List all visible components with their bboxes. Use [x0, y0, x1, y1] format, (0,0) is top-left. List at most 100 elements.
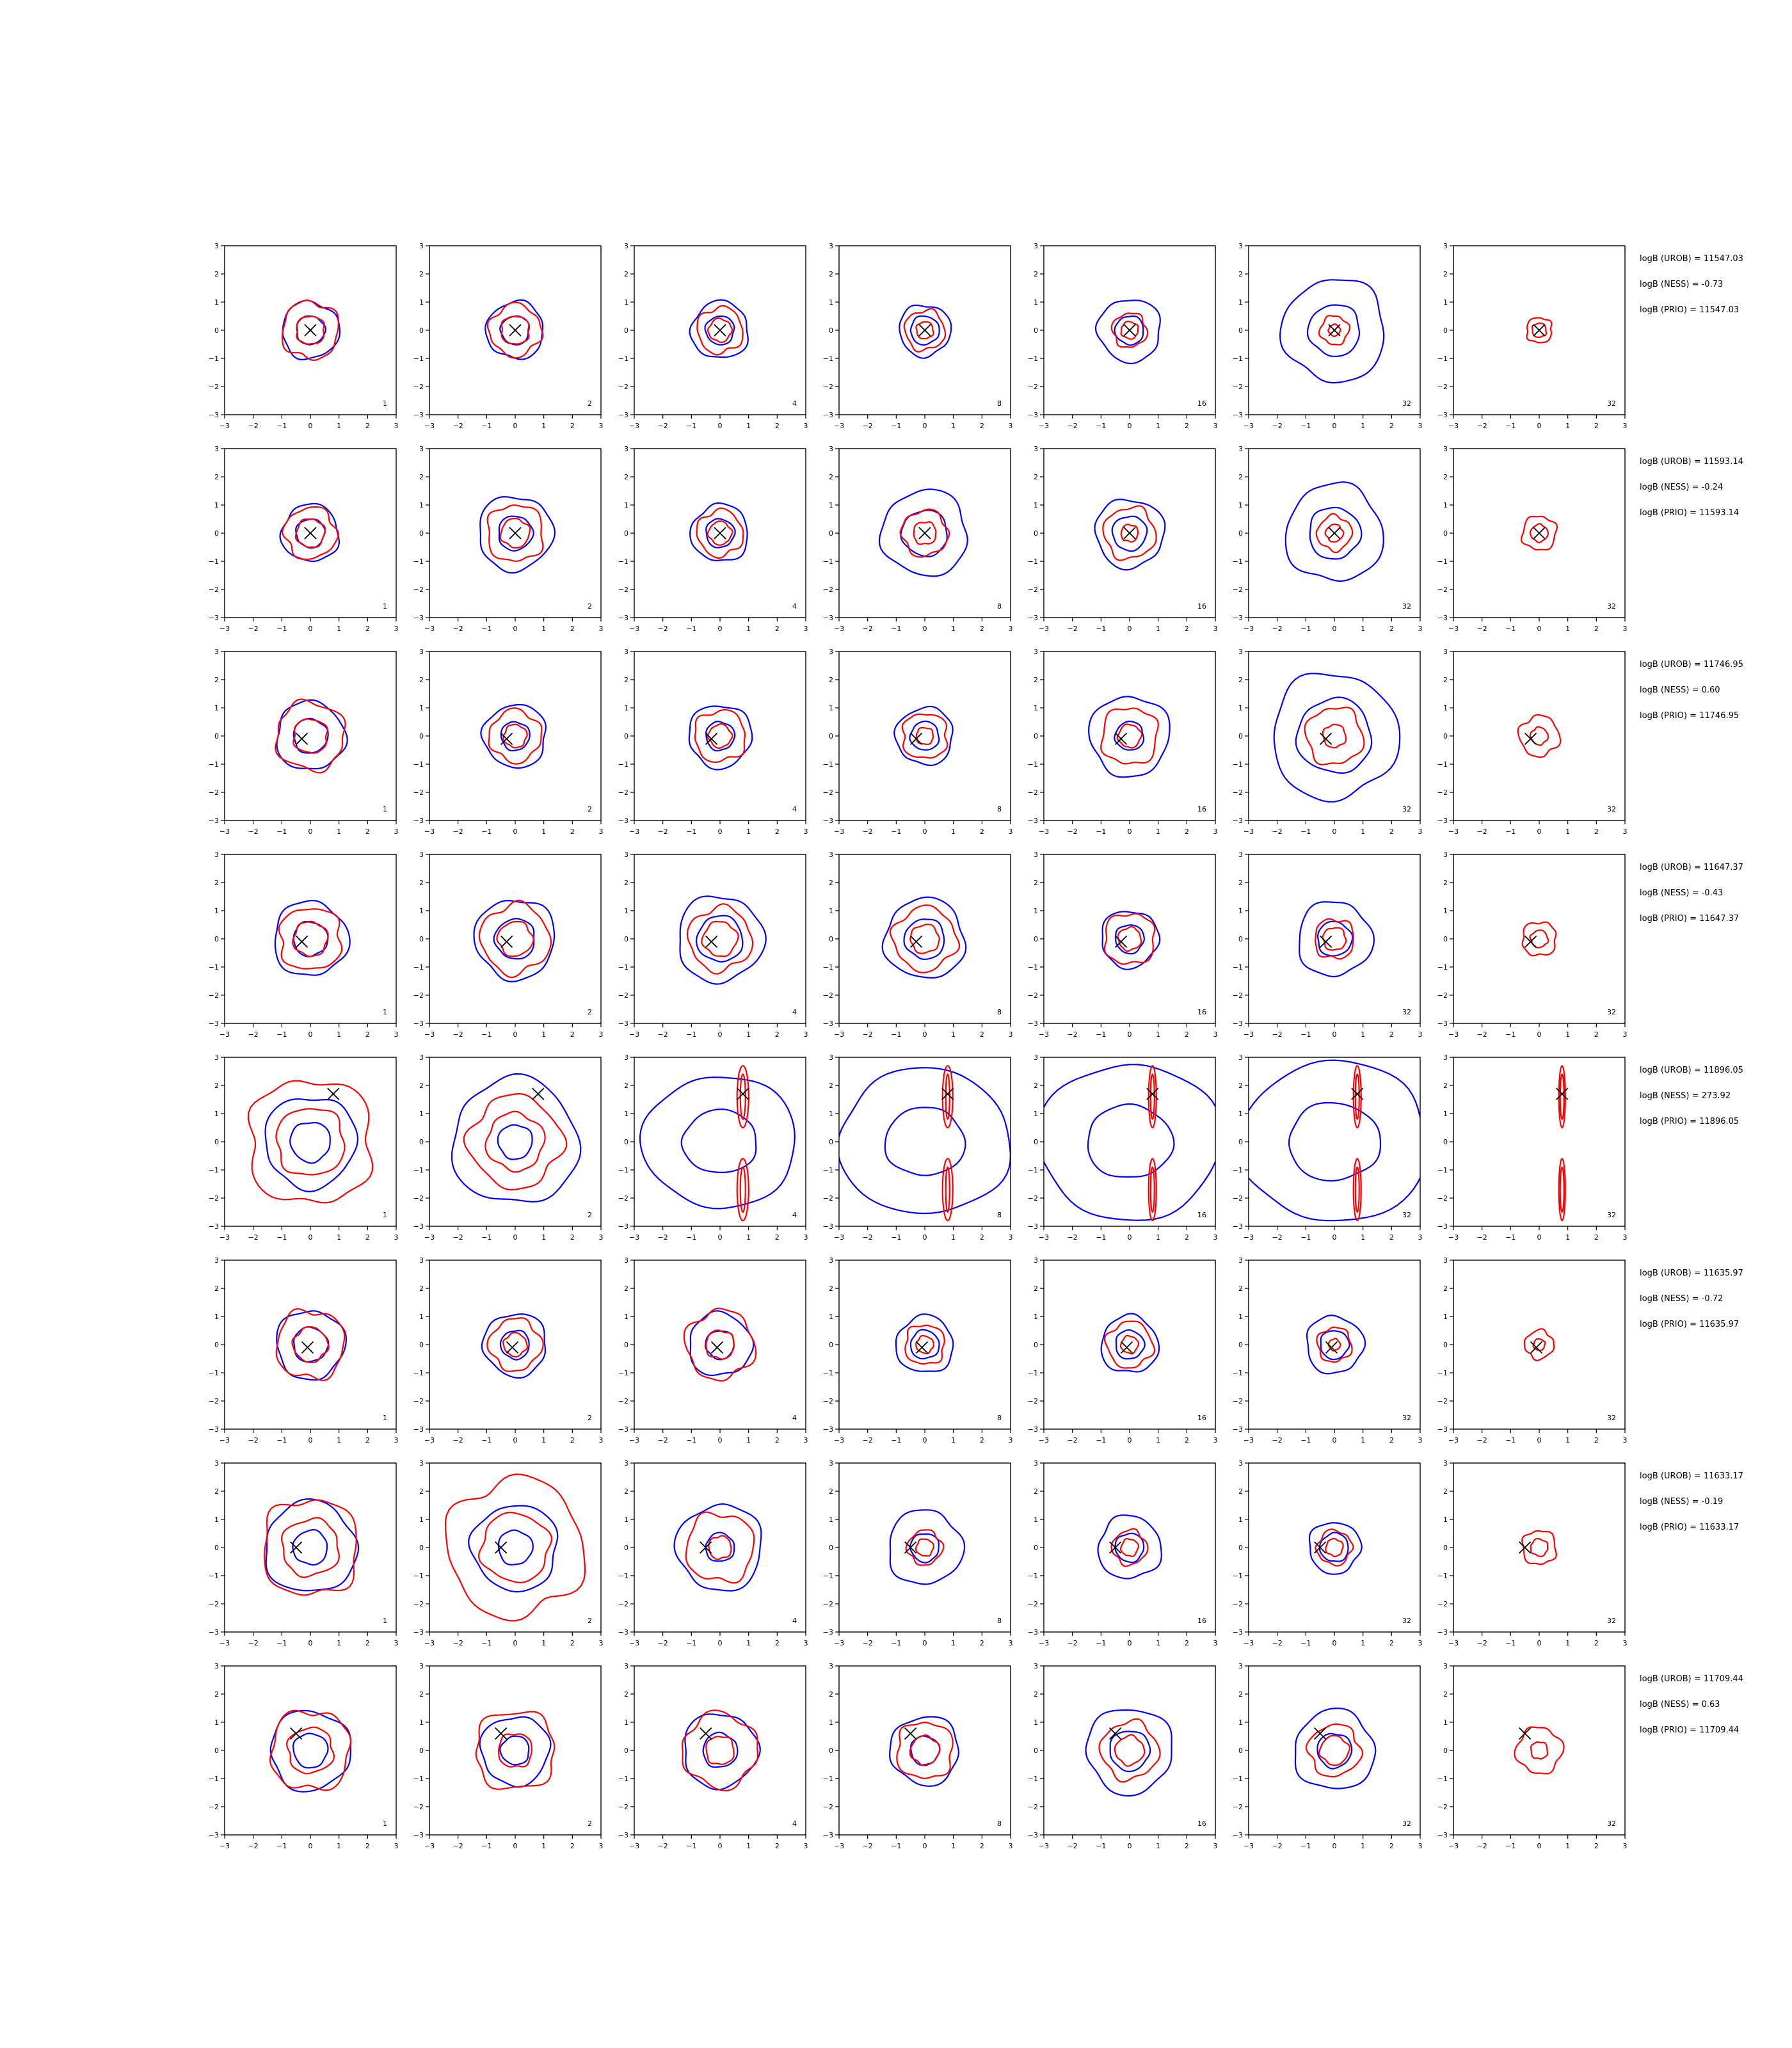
- x-tick-label: 3: [394, 1639, 399, 1647]
- blue-contour: [639, 1076, 796, 1210]
- y-tick-label: 3: [214, 445, 219, 453]
- panel-corner-label: 4: [792, 399, 797, 408]
- panel-r8-c7: −3 −2 −1 0 1 2 3 −3 −2 −1 0 1 2 3 32: [1437, 1662, 1628, 1850]
- x-tick-label: 2: [570, 625, 575, 633]
- y-tick-label: 3: [1034, 648, 1038, 656]
- x-tick-label: 1: [1361, 1436, 1365, 1444]
- y-tick-label: 3: [419, 851, 424, 859]
- x-tick-label: 0: [923, 1639, 927, 1647]
- x-tick-label: 0: [308, 1030, 313, 1039]
- x-tick-label: −2: [1068, 422, 1078, 430]
- contour-group: [1519, 1530, 1557, 1565]
- x-tick-label: 2: [1594, 1639, 1599, 1647]
- x-tick-label: 1: [337, 1436, 341, 1444]
- blue-contour: [1114, 924, 1145, 955]
- blue-contour: [497, 1124, 533, 1160]
- red-contour: [1315, 513, 1354, 554]
- x-tick-label: −1: [1505, 1639, 1516, 1647]
- panel-r5-c7: −3 −2 −1 0 1 2 3 −3 −2 −1 0 1 2 3 32: [1437, 1053, 1628, 1242]
- x-tick-label: 1: [1156, 1639, 1160, 1647]
- red-contour: [707, 317, 733, 343]
- y-tick-label: 3: [624, 445, 628, 453]
- x-tick-label: 0: [1128, 828, 1132, 836]
- red-contour: [1517, 714, 1562, 758]
- x-tick-label: −1: [1300, 1030, 1311, 1039]
- axes-frame: [224, 651, 397, 821]
- panel-corner-label: 4: [792, 1414, 797, 1422]
- x-tick-label: −2: [1068, 625, 1078, 633]
- x-tick-label: 1: [1156, 422, 1160, 430]
- y-tick-label: 1: [419, 1718, 424, 1727]
- x-tick-label: 1: [1361, 422, 1365, 430]
- red-contour: [736, 1158, 749, 1222]
- x-tick-label: 2: [775, 1030, 780, 1039]
- x-tick-label: −3: [834, 625, 844, 633]
- y-tick-label: 0: [1034, 1341, 1038, 1349]
- panel-corner-label: 2: [588, 1414, 592, 1422]
- x-tick-label: 2: [980, 1842, 984, 1850]
- marker-x: [304, 527, 317, 540]
- x-tick-label: 0: [718, 422, 723, 430]
- x-tick-label: 3: [1623, 1436, 1628, 1444]
- y-tick-label: 3: [214, 851, 219, 859]
- contour-group: [1044, 1064, 1215, 1222]
- y-tick-label: 3: [829, 1662, 833, 1670]
- x-tick-label: 1: [337, 1639, 341, 1647]
- x-tick-label: 0: [513, 625, 518, 633]
- x-tick-label: −2: [863, 1842, 873, 1850]
- y-tick-label: −1: [413, 355, 424, 363]
- stat-text-r6-1: logB (UROB) = 11635.97: [1640, 1268, 1743, 1278]
- y-tick-label: −2: [413, 586, 424, 594]
- marker-x: [1556, 1087, 1569, 1100]
- x-tick-label: −2: [248, 625, 259, 633]
- x-tick-label: −3: [1039, 625, 1049, 633]
- blue-contour: [264, 1098, 359, 1193]
- x-tick-label: −3: [1039, 828, 1049, 836]
- y-tick-label: 1: [214, 1718, 219, 1727]
- marker-x: [1519, 1727, 1532, 1740]
- marker-x: [909, 732, 923, 746]
- red-contour: [694, 708, 746, 764]
- blue-contour: [695, 915, 744, 963]
- y-tick-label: −2: [1028, 1600, 1038, 1608]
- marker-x: [506, 1341, 519, 1354]
- y-tick-label: −1: [823, 1572, 833, 1580]
- y-tick-label: −1: [413, 1775, 424, 1783]
- y-tick-label: −2: [1233, 991, 1243, 1000]
- panel-corner-label: 2: [588, 399, 592, 408]
- blue-contour: [1100, 1313, 1160, 1373]
- x-tick-label: −2: [1068, 1233, 1078, 1242]
- y-tick-label: 1: [1034, 298, 1038, 307]
- x-tick-label: 1: [746, 625, 751, 633]
- y-tick-label: −3: [209, 411, 219, 419]
- marker-x: [1524, 732, 1537, 746]
- y-tick-label: 0: [1443, 1341, 1448, 1349]
- axes-frame: [224, 1057, 397, 1227]
- y-tick-label: 1: [419, 1110, 424, 1118]
- y-tick-label: 3: [1034, 242, 1038, 250]
- x-tick-label: 1: [541, 625, 546, 633]
- blue-contour: [705, 518, 736, 548]
- y-tick-label: −2: [618, 1600, 628, 1608]
- x-tick-label: 1: [1361, 1030, 1365, 1039]
- y-tick-label: 2: [1443, 1487, 1448, 1496]
- panel-corner-label: 32: [1402, 1008, 1411, 1016]
- blue-contour: [500, 721, 531, 752]
- x-tick-label: 3: [1213, 422, 1218, 430]
- x-tick-label: 1: [1156, 625, 1160, 633]
- y-tick-label: −3: [1233, 1628, 1243, 1636]
- axes-frame: [1453, 1057, 1626, 1227]
- axes-frame: [429, 651, 602, 821]
- x-tick-label: −2: [453, 828, 463, 836]
- y-tick-label: 1: [214, 1110, 219, 1118]
- x-tick-label: 2: [365, 1233, 370, 1242]
- panel-r4-c3: −3 −2 −1 0 1 2 3 −3 −2 −1 0 1 2 3 4: [618, 851, 808, 1039]
- contour-group: [1526, 317, 1553, 344]
- x-tick-label: −3: [1448, 1436, 1459, 1444]
- x-tick-label: 1: [951, 625, 956, 633]
- x-tick-label: −1: [481, 1842, 492, 1850]
- blue-contour: [889, 1716, 960, 1787]
- x-tick-label: 1: [541, 1436, 546, 1444]
- y-tick-label: 1: [624, 907, 628, 915]
